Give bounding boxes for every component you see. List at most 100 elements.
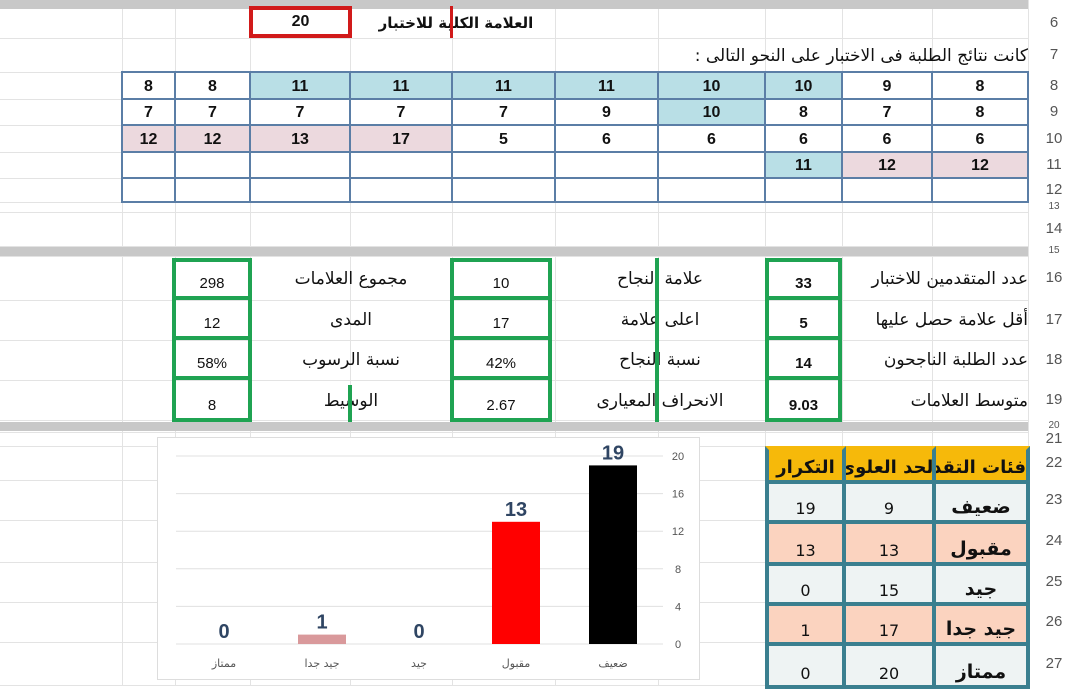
freq-grade[interactable]: ضعيف [932,480,1030,524]
score-cell[interactable]: 17 [349,124,453,153]
row-number[interactable]: 6 [1049,14,1059,31]
score-cell[interactable]: 8 [931,71,1029,100]
stat-value[interactable]: 33 [765,258,842,300]
bar[interactable] [298,634,346,644]
score-cell[interactable]: 8 [764,98,843,126]
freq-freq[interactable]: 0 [765,562,846,606]
stat-value[interactable]: 298 [172,258,252,300]
row-number[interactable]: 14 [1045,220,1063,237]
row-number[interactable]: 12 [1045,181,1063,198]
score-cell[interactable]: 6 [764,124,843,153]
total-mark-value[interactable]: 20 [249,6,352,38]
stat-value[interactable]: 58% [172,336,252,380]
stat-value[interactable]: 8 [172,376,252,422]
freq-upper[interactable]: 17 [842,602,936,646]
score-cell[interactable] [349,177,453,203]
score-cell[interactable]: 6 [657,124,766,153]
freq-upper[interactable]: 15 [842,562,936,606]
stat-value[interactable]: 9.03 [765,376,842,422]
freq-grade[interactable]: جيد جدا [932,602,1030,646]
score-cell[interactable] [451,177,556,203]
stat-value[interactable]: 10 [450,258,552,300]
stat-value[interactable]: 14 [765,336,842,380]
score-cell[interactable]: 11 [451,71,556,100]
score-cell[interactable]: 7 [841,98,933,126]
score-cell[interactable]: 6 [841,124,933,153]
score-cell[interactable] [451,151,556,179]
score-cell[interactable] [657,151,766,179]
stat-value[interactable]: 2.67 [450,376,552,422]
row-number[interactable]: 15 [1048,245,1060,256]
row-number[interactable]: 19 [1045,391,1063,408]
row-number[interactable]: 17 [1045,311,1063,328]
score-cell[interactable] [174,151,251,179]
score-cell[interactable]: 10 [657,98,766,126]
score-cell[interactable]: 11 [349,71,453,100]
score-cell[interactable] [657,177,766,203]
row-number[interactable]: 22 [1045,454,1063,471]
score-cell[interactable] [931,177,1029,203]
row-number[interactable]: 11 [1046,156,1062,173]
score-cell[interactable]: 10 [764,71,843,100]
row-number[interactable]: 26 [1045,613,1063,630]
freq-upper[interactable]: 9 [842,480,936,524]
score-cell[interactable]: 7 [349,98,453,126]
score-cell[interactable]: 13 [249,124,351,153]
score-cell[interactable] [249,177,351,203]
score-cell[interactable] [174,177,251,203]
bar[interactable] [589,465,637,644]
row-number[interactable]: 24 [1045,532,1063,549]
score-cell[interactable] [249,151,351,179]
freq-freq[interactable]: 19 [765,480,846,524]
score-cell[interactable]: 5 [451,124,556,153]
freq-freq[interactable]: 0 [765,642,846,689]
freq-grade[interactable]: ممتاز [932,642,1030,689]
score-cell[interactable]: 12 [174,124,251,153]
score-cell[interactable]: 8 [931,98,1029,126]
freq-upper[interactable]: 20 [842,642,936,689]
stat-value[interactable]: 12 [172,296,252,340]
row-number[interactable]: 27 [1045,655,1063,672]
score-cell[interactable] [554,177,659,203]
stat-value[interactable]: 42% [450,336,552,380]
score-cell[interactable]: 9 [554,98,659,126]
score-cell[interactable]: 11 [249,71,351,100]
score-cell[interactable]: 7 [121,98,176,126]
score-cell[interactable]: 6 [554,124,659,153]
grade-chart[interactable]: 0 4 8 12 16 20 19 ضعيف 13 مقبول 0 جيد 1 جيد جدا 0 ممتاز [157,437,700,680]
bar[interactable] [492,521,540,644]
score-cell[interactable] [349,151,453,179]
score-cell[interactable]: 12 [841,151,933,179]
score-cell[interactable]: 9 [841,71,933,100]
score-cell[interactable]: 7 [451,98,556,126]
stat-value[interactable]: 5 [765,296,842,340]
row-number[interactable]: 13 [1048,201,1060,212]
score-cell[interactable] [121,177,176,203]
score-cell[interactable]: 8 [121,71,176,100]
row-number[interactable]: 16 [1045,269,1063,286]
score-cell[interactable] [841,177,933,203]
freq-grade[interactable]: جيد [932,562,1030,606]
score-cell[interactable]: 12 [931,151,1029,179]
score-cell[interactable]: 7 [249,98,351,126]
score-cell[interactable] [121,151,176,179]
score-cell[interactable] [554,151,659,179]
row-number[interactable]: 18 [1045,351,1063,368]
score-cell[interactable]: 6 [931,124,1029,153]
score-cell[interactable]: 12 [121,124,176,153]
row-number[interactable]: 21 [1045,430,1063,447]
row-number[interactable]: 10 [1045,130,1063,147]
stat-value[interactable]: 17 [450,296,552,340]
score-cell[interactable]: 7 [174,98,251,126]
score-cell[interactable] [764,177,843,203]
row-number[interactable]: 9 [1049,103,1059,120]
row-number[interactable]: 8 [1049,77,1059,94]
freq-freq[interactable]: 1 [765,602,846,646]
row-number[interactable]: 23 [1045,491,1063,508]
score-cell[interactable]: 10 [657,71,766,100]
score-cell[interactable]: 11 [554,71,659,100]
score-cell[interactable]: 8 [174,71,251,100]
freq-grade[interactable]: مقبول [932,520,1030,566]
freq-upper[interactable]: 13 [842,520,936,566]
row-number[interactable]: 20 [1048,420,1060,431]
